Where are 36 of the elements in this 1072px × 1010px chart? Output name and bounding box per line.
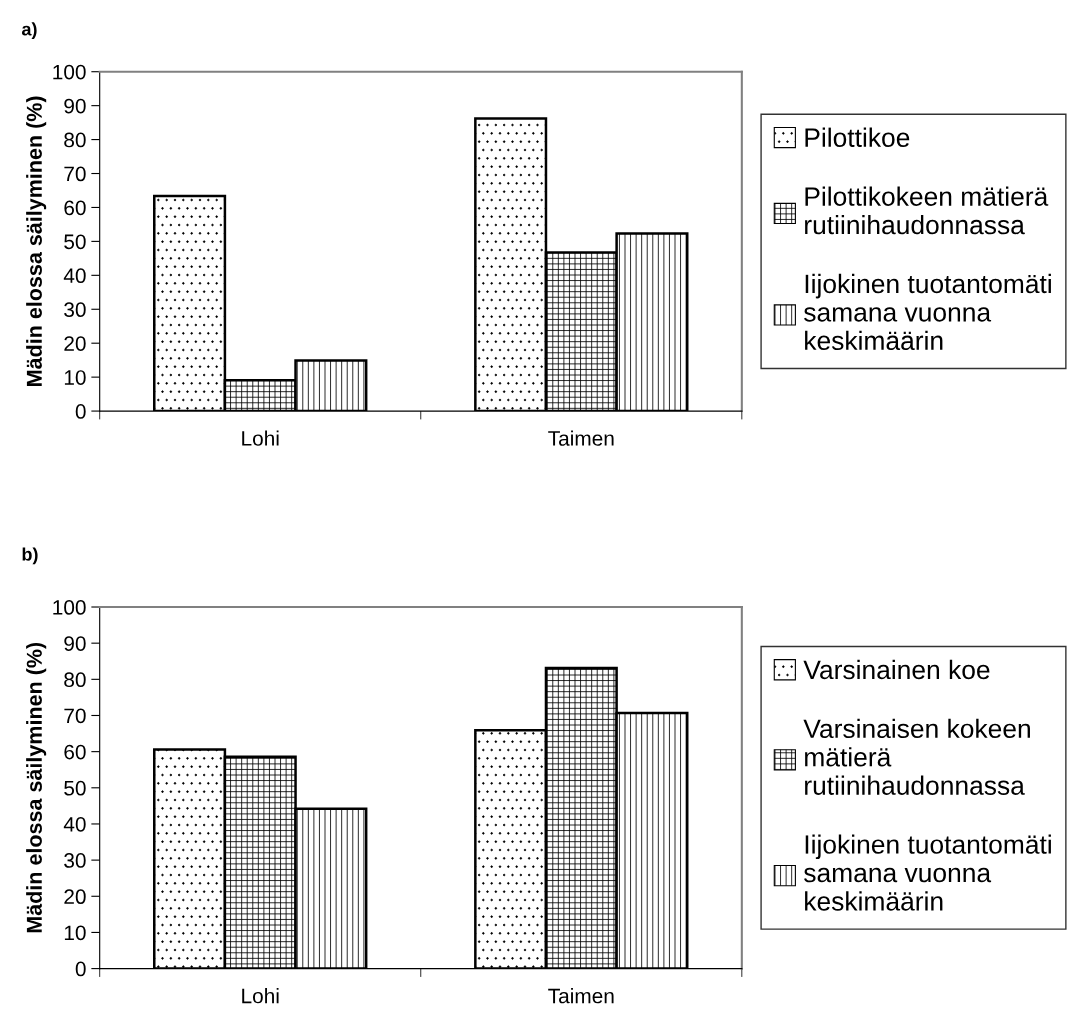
y-tick-label: 80	[64, 132, 86, 148]
y-tick-label: 90	[64, 636, 86, 651]
y-tick-label: 90	[64, 98, 86, 114]
legend-label: Varsinainen koe	[803, 659, 990, 680]
chart-title: a)	[21, 22, 37, 40]
legend-label: Iijokinen tuotantomäti samana vuonna keskimäärin	[804, 273, 1051, 351]
y-tick-label: 60	[64, 200, 86, 216]
y-tick-label: 100	[53, 64, 86, 80]
y-tick-label: 70	[64, 708, 86, 724]
legend-label: Pilottikoe	[805, 127, 910, 147]
y-tick-label: 50	[64, 780, 86, 796]
y-tick-label: 10	[64, 370, 86, 385]
x-tick-label: Taimen	[548, 988, 614, 1004]
legend-label: Iijokinen tuotantomäti samana vuonna keskimäärin	[804, 834, 1051, 911]
y-tick-label: 30	[64, 853, 86, 868]
y-tick-label: 0	[75, 404, 86, 419]
y-tick-label: 100	[53, 600, 86, 615]
chart-title: b)	[22, 547, 38, 565]
y-tick-label: 0	[75, 961, 86, 977]
y-tick-label: 20	[64, 336, 86, 351]
y-axis-title: Mädin elossa säilyminen (%)	[26, 96, 47, 386]
y-tick-label: 20	[64, 889, 86, 905]
legend-label: Pilottikokeen mätierä rutiinihaudonnassa	[805, 186, 1049, 235]
legend-label: Varsinaisen kokeen mätierä rutiinihaudonnassa	[803, 718, 1030, 795]
y-axis-title: Mädin elossa säilyminen (%)	[26, 642, 47, 933]
y-tick-label: 40	[63, 816, 86, 832]
y-tick-label: 70	[64, 166, 86, 182]
x-tick-label: Lohi	[242, 988, 279, 1004]
y-tick-label: 30	[64, 302, 86, 318]
x-tick-label: Lohi	[242, 430, 279, 446]
y-tick-label: 80	[64, 672, 86, 688]
y-tick-label: 50	[64, 234, 86, 250]
x-tick-label: Taimen	[548, 430, 614, 446]
y-tick-label: 10	[64, 925, 86, 941]
y-tick-label: 60	[64, 744, 86, 760]
y-tick-label: 40	[63, 268, 86, 284]
